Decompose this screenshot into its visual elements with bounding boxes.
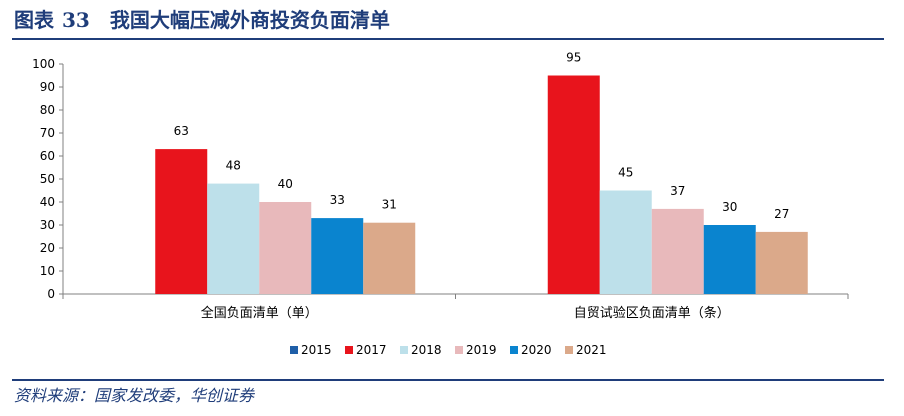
bar-2018 [599,190,652,294]
bar-2021 [755,231,808,294]
figure-label: 图表 [14,8,54,32]
legend-swatch-2018 [400,346,408,354]
legend-label: 2020 [521,343,552,357]
source-note: 资料来源：国家发改委，华创证券 [14,386,255,405]
y-tick-label: 30 [40,218,55,232]
y-tick-label: 10 [40,264,55,278]
bar-2021 [363,222,416,294]
source-divider [12,379,884,381]
figure-title-text: 我国大幅压减外商投资负面清单 [109,8,390,32]
bar-chart: 0 10 20 30 40 50 60 70 80 90 100 63 48 40 33 31 全国负面清单（单… [32,51,849,357]
legend-label: 2017 [356,343,387,357]
bar-2020 [311,218,364,294]
y-tick-label: 80 [40,103,55,117]
bar-2017 [155,149,208,294]
bar-2017 [547,75,600,294]
data-label: 33 [330,193,345,207]
bar-2018 [207,183,260,294]
bar-2019 [259,202,312,294]
data-label: 30 [722,200,737,214]
legend-label: 2019 [466,343,497,357]
y-tick-label: 50 [40,172,55,186]
y-tick-label: 90 [40,80,55,94]
legend-swatch-2021 [565,346,573,354]
chart-title: 图表 33 我国大幅压减外商投资负面清单 [14,6,390,34]
legend-label: 2015 [301,343,332,357]
y-tick-label: 20 [40,241,55,255]
data-label: 63 [174,124,189,138]
data-label: 31 [382,198,397,212]
y-tick-label: 60 [40,149,55,163]
x-category-label: 全国负面清单（单） [201,305,318,321]
data-label: 40 [278,177,293,191]
legend-swatch-2017 [345,346,353,354]
legend-swatch-2015 [290,346,298,354]
data-label: 45 [618,166,633,180]
data-label: 27 [774,207,789,221]
legend-label: 2021 [576,343,607,357]
bar-2019 [651,208,704,294]
x-category-label: 自贸试验区负面清单（条） [574,305,730,321]
legend-label: 2018 [411,343,442,357]
legend-swatch-2020 [510,346,518,354]
data-label: 95 [566,51,581,65]
data-label: 48 [226,159,241,173]
data-label: 37 [670,184,685,198]
figure-number: 33 [62,8,90,32]
y-tick-label: 40 [40,195,55,209]
y-tick-label: 70 [40,126,55,140]
y-tick-label: 0 [47,287,55,301]
bar-2020 [703,225,756,294]
legend-swatch-2019 [455,346,463,354]
y-tick-label: 100 [32,57,55,71]
title-divider [12,38,884,40]
